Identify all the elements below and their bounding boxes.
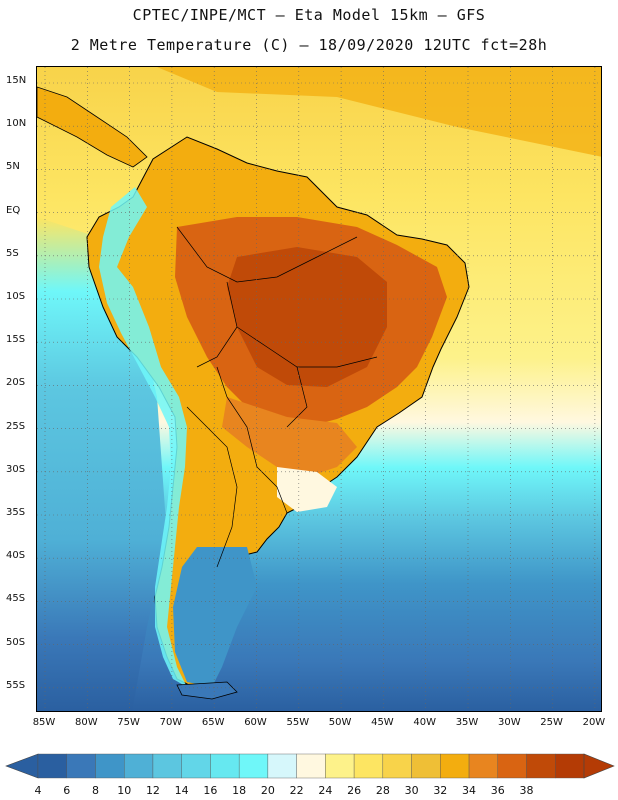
colorbar-swatch (37, 753, 67, 779)
lat-label: 20S (6, 377, 26, 389)
colorbar-over-arrow (583, 753, 615, 779)
lon-label: 40W (413, 717, 436, 728)
colorbar-tick-label: 32 (433, 784, 448, 797)
colorbar-tick-label: 10 (117, 784, 132, 797)
colorbar-tick-label: 36 (490, 784, 505, 797)
colorbar-under-arrow (5, 753, 39, 779)
colorbar-swatch (124, 753, 154, 779)
colorbar-swatch (555, 753, 585, 779)
country-borders (176, 226, 378, 568)
temperature-map (36, 66, 602, 712)
central-america (37, 86, 148, 168)
colorbar-tick-label: 6 (63, 784, 71, 797)
temperature-map-canvas (37, 67, 601, 711)
lat-label: 45S (6, 593, 26, 605)
colorbar-swatch (95, 753, 125, 779)
lat-label: 5S (6, 247, 19, 259)
lon-label: 75W (117, 717, 140, 728)
lon-label: 30W (497, 717, 521, 728)
caribbean-warm-field (157, 67, 601, 157)
colorbar-tick-label: 30 (404, 784, 419, 797)
andes-cold-strip (99, 187, 187, 687)
colorbar-tick-label: 4 (34, 784, 42, 797)
lon-label: 55W (286, 717, 310, 728)
colorbar-tick-label: 34 (462, 784, 477, 797)
colorbar-legend (5, 753, 615, 779)
colorbar-tick-label: 24 (318, 784, 333, 797)
lon-label: 45W (371, 717, 394, 728)
lat-label: 35S (6, 507, 26, 518)
lon-label: 25W (540, 717, 563, 728)
lon-label: 85W (32, 717, 56, 728)
central-brazil-peak (227, 247, 387, 387)
colorbar-swatch (238, 753, 269, 779)
colorbar-swatch (267, 753, 297, 779)
colorbar-swatch (181, 753, 211, 779)
colorbar-swatch (468, 753, 498, 779)
colorbar-tick-label: 12 (145, 784, 160, 797)
lat-label: 10N (6, 118, 27, 130)
lon-label: 60W (244, 717, 267, 728)
colorbar-swatch (411, 753, 441, 779)
colorbar-tick-label: 38 (519, 784, 534, 797)
lon-label: 20W (582, 717, 606, 728)
colorbar-swatch (497, 753, 527, 779)
colorbar-swatch (152, 753, 182, 779)
colorbar-tick-label: 14 (174, 784, 189, 797)
colorbar-tick-label: 18 (232, 784, 247, 797)
lon-label: 50W (328, 717, 352, 728)
colorbar-tick-label: 8 (91, 784, 99, 797)
colorbar-swatch (325, 753, 355, 779)
colorbar-swatch (440, 753, 470, 779)
colorbar-tick-label: 28 (375, 784, 390, 797)
lat-label: 5N (6, 161, 20, 173)
map-subtitle: 2 Metre Temperature (C) – 18/09/2020 12U… (70, 36, 548, 54)
lat-label: 40S (6, 550, 26, 562)
lat-label: 10S (6, 291, 26, 302)
colorbar-tick-label: 26 (347, 784, 362, 797)
colorbar-swatch (66, 753, 96, 779)
lat-label: EQ (6, 204, 21, 216)
patagonia-cold (173, 547, 257, 687)
colorbar-swatch (526, 753, 556, 779)
colorbar-swatch (382, 753, 412, 779)
lon-label: 80W (74, 717, 98, 728)
lat-label: 25S (6, 420, 26, 432)
colorbar-tick-label: 20 (260, 784, 275, 797)
colorbar-swatch (353, 753, 384, 779)
colorbar-tick-label: 16 (203, 784, 218, 797)
lon-label: 65W (201, 717, 225, 728)
tierra-del-fuego (176, 681, 238, 700)
map-title: CPTEC/INPE/MCT – Eta Model 15km – GFS (132, 6, 486, 24)
lat-label: 15N (6, 75, 27, 86)
southern-brazil-warm (222, 397, 357, 477)
colorbar-tick-label: 22 (289, 784, 304, 797)
colorbar-swatch (210, 753, 240, 779)
lat-label: 30S (6, 463, 26, 475)
uruguay-cool (277, 467, 337, 512)
lon-label: 35W (455, 717, 479, 728)
lat-label: 55S (6, 679, 26, 691)
colorbar-swatch (296, 753, 326, 779)
lon-label: 70W (159, 717, 183, 728)
lat-label: 15S (6, 334, 26, 346)
lat-label: 50S (6, 636, 26, 648)
